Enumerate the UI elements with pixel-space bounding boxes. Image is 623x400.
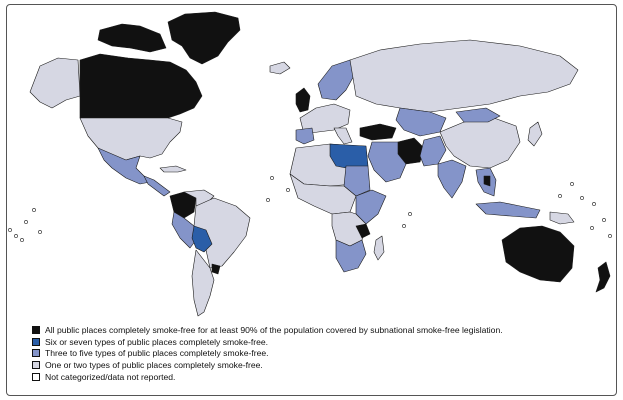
region-sudan: [343, 165, 371, 197]
region-japan: [527, 121, 543, 147]
legend-label: Not categorized/data not reported.: [45, 372, 176, 383]
region-caribbean: [159, 165, 187, 173]
legend-label: One or two types of public places comple…: [45, 360, 263, 371]
region-southern-africa: [335, 239, 367, 273]
legend-label: All public places completely smoke-free …: [45, 324, 503, 335]
region-mongolia: [455, 107, 501, 123]
legend-item-all-public-places: All public places completely smoke-free …: [32, 324, 592, 336]
region-pakistan: [419, 135, 447, 167]
region-scandinavia: [317, 59, 357, 101]
region-png: [549, 211, 575, 225]
legend-item-one-or-two: One or two types of public places comple…: [32, 359, 592, 371]
legend-label: Three to five types of public places com…: [45, 348, 269, 359]
region-australia: [501, 225, 575, 283]
region-madagascar: [373, 235, 385, 261]
region-italy: [333, 127, 353, 145]
legend-label: Six or seven types of public places comp…: [45, 336, 269, 347]
region-alaska: [29, 57, 81, 109]
region-peru: [171, 211, 197, 249]
region-indonesia: [475, 201, 541, 219]
region-west-africa: [289, 173, 357, 215]
legend-item-three-to-five: Three to five types of public places com…: [32, 348, 592, 360]
region-argentina: [191, 249, 215, 317]
region-uk: [295, 87, 311, 113]
region-bolivia: [191, 225, 213, 253]
region-new-zealand: [595, 261, 611, 293]
region-kazakhstan: [395, 107, 447, 137]
legend-item-six-or-seven: Six or seven types of public places comp…: [32, 336, 592, 348]
region-canada: [79, 53, 203, 119]
map-legend: All public places completely smoke-free …: [32, 324, 592, 383]
legend-swatch-white: [32, 373, 40, 382]
region-central-america: [143, 175, 171, 197]
legend-swatch-black: [32, 325, 40, 334]
region-uruguay: [211, 263, 221, 275]
region-greenland: [167, 11, 241, 65]
legend-swatch-gray: [32, 361, 40, 370]
legend-item-not-reported: Not categorized/data not reported.: [32, 371, 592, 383]
region-turkey: [359, 123, 397, 141]
island-markers: [8, 176, 612, 242]
region-tanzania: [355, 223, 371, 239]
legend-swatch-dark-blue: [32, 337, 40, 346]
region-spain: [295, 127, 315, 145]
region-india: [437, 159, 467, 199]
region-iceland: [269, 61, 291, 75]
region-russia: [349, 39, 579, 113]
region-usa: [79, 117, 183, 161]
region-middle-east: [367, 141, 407, 183]
region-thailand: [483, 175, 491, 187]
region-arctic-islands: [97, 23, 167, 53]
legend-swatch-light-blue: [32, 349, 40, 358]
